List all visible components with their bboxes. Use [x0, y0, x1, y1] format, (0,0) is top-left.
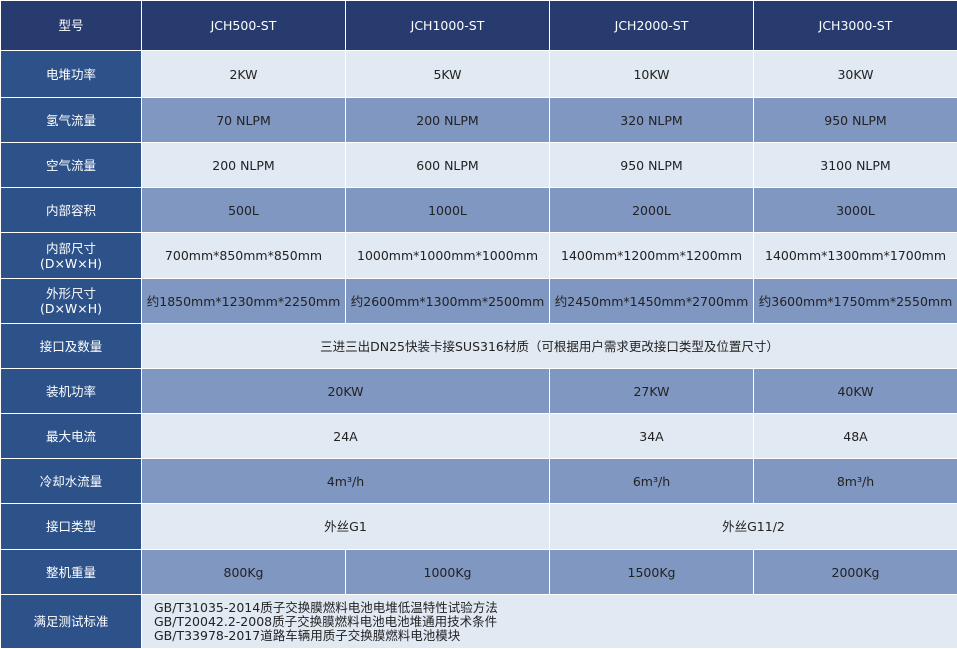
cell: 800Kg — [142, 550, 346, 595]
cell: 200 NLPM — [142, 143, 346, 188]
cell: 3000L — [754, 188, 957, 233]
cell: 27KW — [550, 369, 754, 414]
table-row: 满足测试标准 GB/T31035-2014质子交换膜燃料电池电堆低温特性试验方法… — [1, 595, 957, 649]
cell: 320 NLPM — [550, 98, 754, 143]
row-label: 内部尺寸(D×W×H) — [1, 233, 142, 279]
cell: 200 NLPM — [346, 98, 550, 143]
label-text: 外形尺寸 — [1, 286, 141, 301]
cell: 48A — [754, 414, 957, 459]
cell: 2000L — [550, 188, 754, 233]
label-subtext: (D×W×H) — [1, 256, 141, 271]
row-label: 接口类型 — [1, 504, 142, 550]
label-subtext: (D×W×H) — [1, 301, 141, 316]
cell: 约2450mm*1450mm*2700mm — [550, 279, 754, 324]
table-row: 冷却水流量 4m³/h 6m³/h 8m³/h — [1, 459, 957, 504]
table-row: 内部容积 500L 1000L 2000L 3000L — [1, 188, 957, 233]
cell: 34A — [550, 414, 754, 459]
row-label: 空气流量 — [1, 143, 142, 188]
cell: 约2600mm*1300mm*2500mm — [346, 279, 550, 324]
cell: 1400mm*1300mm*1700mm — [754, 233, 957, 279]
table-row: 电堆功率 2KW 5KW 10KW 30KW — [1, 51, 957, 98]
table-row: 接口及数量 三进三出DN25快装卡接SUS316材质（可根据用户需求更改接口类型… — [1, 324, 957, 369]
cell: 2000Kg — [754, 550, 957, 595]
cell: 20KW — [142, 369, 550, 414]
row-label: 内部容积 — [1, 188, 142, 233]
row-label: 氢气流量 — [1, 98, 142, 143]
cell: 8m³/h — [754, 459, 957, 504]
table-row: 整机重量 800Kg 1000Kg 1500Kg 2000Kg — [1, 550, 957, 595]
model-header: JCH2000-ST — [550, 1, 754, 51]
cell: 950 NLPM — [754, 98, 957, 143]
cell: 三进三出DN25快装卡接SUS316材质（可根据用户需求更改接口类型及位置尺寸） — [142, 324, 957, 369]
cell: 3100 NLPM — [754, 143, 957, 188]
standard-item: GB/T33978-2017道路车辆用质子交换膜燃料电池模块 — [154, 629, 957, 643]
cell: 40KW — [754, 369, 957, 414]
table-row: 接口类型 外丝G1 外丝G11/2 — [1, 504, 957, 550]
cell: 外丝G1 — [142, 504, 550, 550]
cell: 500L — [142, 188, 346, 233]
row-label: 满足测试标准 — [1, 595, 142, 649]
cell: 1400mm*1200mm*1200mm — [550, 233, 754, 279]
header-row: 型号 JCH500-ST JCH1000-ST JCH2000-ST JCH30… — [1, 1, 957, 51]
model-label: 型号 — [1, 1, 142, 51]
row-label: 装机功率 — [1, 369, 142, 414]
table-row: 内部尺寸(D×W×H) 700mm*850mm*850mm 1000mm*100… — [1, 233, 957, 279]
row-label: 电堆功率 — [1, 51, 142, 98]
cell: 4m³/h — [142, 459, 550, 504]
cell: 约3600mm*1750mm*2550mm — [754, 279, 957, 324]
row-label: 接口及数量 — [1, 324, 142, 369]
cell: 6m³/h — [550, 459, 754, 504]
cell: 1000mm*1000mm*1000mm — [346, 233, 550, 279]
cell: 外丝G11/2 — [550, 504, 957, 550]
table-row: 最大电流 24A 34A 48A — [1, 414, 957, 459]
table-row: 外形尺寸(D×W×H) 约1850mm*1230mm*2250mm 约2600m… — [1, 279, 957, 324]
table-row: 装机功率 20KW 27KW 40KW — [1, 369, 957, 414]
cell: 30KW — [754, 51, 957, 98]
cell: 1000Kg — [346, 550, 550, 595]
cell: 10KW — [550, 51, 754, 98]
cell: 1000L — [346, 188, 550, 233]
cell: 700mm*850mm*850mm — [142, 233, 346, 279]
row-label: 最大电流 — [1, 414, 142, 459]
cell: 1500Kg — [550, 550, 754, 595]
model-header: JCH500-ST — [142, 1, 346, 51]
row-label: 整机重量 — [1, 550, 142, 595]
cell: 950 NLPM — [550, 143, 754, 188]
model-header: JCH1000-ST — [346, 1, 550, 51]
model-header: JCH3000-ST — [754, 1, 957, 51]
cell: 24A — [142, 414, 550, 459]
standards-cell: GB/T31035-2014质子交换膜燃料电池电堆低温特性试验方法 GB/T20… — [142, 595, 957, 649]
cell: 600 NLPM — [346, 143, 550, 188]
row-label: 外形尺寸(D×W×H) — [1, 279, 142, 324]
label-text: 内部尺寸 — [1, 241, 141, 256]
standard-item: GB/T31035-2014质子交换膜燃料电池电堆低温特性试验方法 — [154, 601, 957, 615]
cell: 5KW — [346, 51, 550, 98]
cell: 约1850mm*1230mm*2250mm — [142, 279, 346, 324]
table-row: 氢气流量 70 NLPM 200 NLPM 320 NLPM 950 NLPM — [1, 98, 957, 143]
row-label: 冷却水流量 — [1, 459, 142, 504]
cell: 2KW — [142, 51, 346, 98]
standard-item: GB/T20042.2-2008质子交换膜燃料电池电池堆通用技术条件 — [154, 615, 957, 629]
table-row: 空气流量 200 NLPM 600 NLPM 950 NLPM 3100 NLP… — [1, 143, 957, 188]
cell: 70 NLPM — [142, 98, 346, 143]
